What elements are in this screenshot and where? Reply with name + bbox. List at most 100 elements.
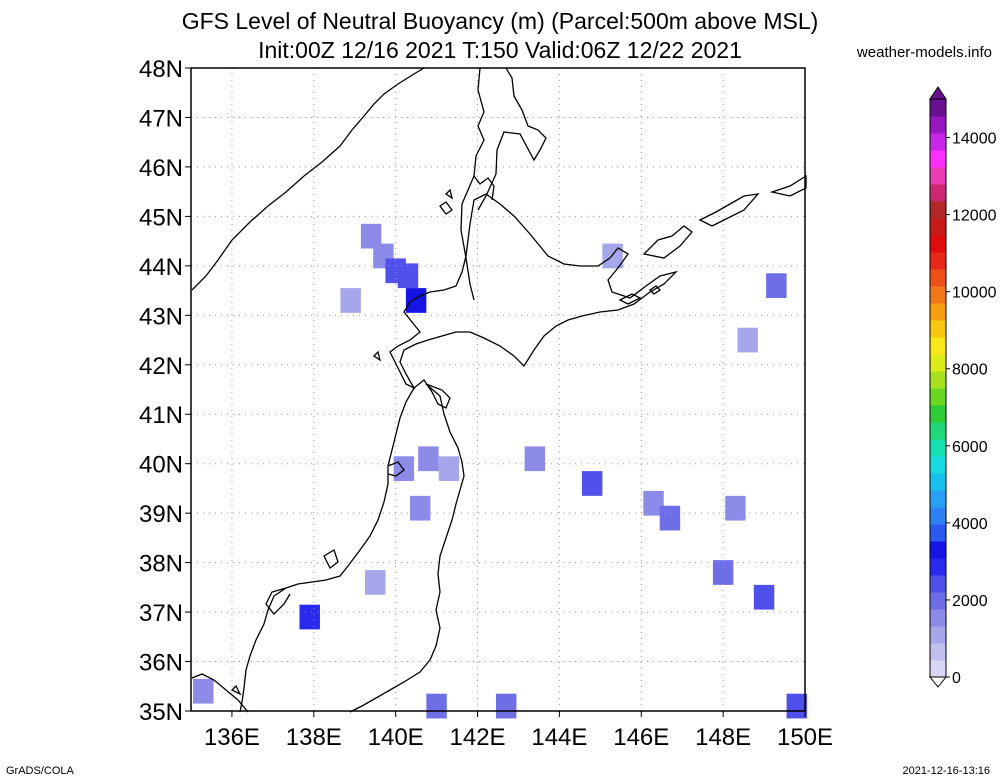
field-cell <box>753 584 775 610</box>
colorbar-segment <box>930 320 946 338</box>
map-frame <box>190 67 806 712</box>
field-cell <box>360 223 382 249</box>
field-cell <box>393 456 415 482</box>
grid-lines <box>191 68 805 711</box>
x-tick-label: 138E <box>286 724 342 751</box>
colorbar-segment <box>930 456 946 474</box>
colorbar-frame <box>929 98 947 678</box>
y-tick-label: 37N <box>139 600 183 627</box>
colorbar-tick-label: 10000 <box>952 285 997 302</box>
colorbar-segment <box>930 575 946 593</box>
colorbar-segment <box>930 184 946 202</box>
coastline-rishiri <box>439 188 454 215</box>
field-cell <box>766 273 787 298</box>
x-tick-label: 146E <box>613 724 669 751</box>
field-cell <box>409 495 431 521</box>
colorbar-segment <box>930 388 946 406</box>
colorbar-segment <box>930 524 946 542</box>
colorbar-segment <box>930 99 946 117</box>
coastline-kurils <box>642 174 807 259</box>
y-tick-label: 46N <box>139 155 183 182</box>
coastline-mainland <box>191 67 425 291</box>
y-tick-label: 39N <box>139 501 183 528</box>
colorbar-segment <box>930 660 946 678</box>
colorbar-segment <box>930 609 946 627</box>
field-cell <box>581 471 603 496</box>
y-tick-label: 43N <box>139 303 183 330</box>
coastline-sado <box>323 549 339 569</box>
y-tick-label: 40N <box>139 452 183 479</box>
y-tick-label: 42N <box>139 353 183 380</box>
footer-timestamp: 2021-12-16-13:16 <box>902 765 990 777</box>
colorbar-segment <box>930 218 946 236</box>
coastline-sakhalin-south <box>473 175 495 201</box>
coastline-honshu-east <box>349 383 465 713</box>
colorbar-segment <box>930 626 946 644</box>
colorbar-tick-label: 12000 <box>952 208 997 225</box>
field-cell <box>364 570 386 595</box>
x-tick-label: 142E <box>450 724 506 751</box>
field-cell <box>786 693 808 719</box>
field-cell <box>659 505 681 531</box>
colorbar-segment <box>930 235 946 253</box>
colorbar-segment <box>930 541 946 559</box>
field-cell <box>340 288 361 313</box>
y-tick-label: 48N <box>139 56 183 83</box>
field-cell <box>643 490 664 516</box>
field-cell <box>193 678 214 704</box>
colorbar-tick-label: 14000 <box>952 131 997 148</box>
colorbar-tick-label: 2000 <box>952 593 988 610</box>
field-cell <box>438 456 460 482</box>
field-cell <box>405 288 427 313</box>
axes: 136E 138E 140E 142E 144E 146E 148E 150E 35N 36N 37… <box>139 56 833 751</box>
colorbar-segment <box>930 473 946 491</box>
field-cell <box>418 446 439 472</box>
colorbar: 0 2000 4000 6000 8000 10000 12000 14000 <box>928 86 997 688</box>
colorbar-segment <box>930 286 946 304</box>
field-cell <box>602 243 623 269</box>
colorbar-tick-label: 4000 <box>952 516 988 533</box>
field-cell <box>495 693 517 719</box>
coastline-noto <box>265 587 291 615</box>
colorbar-segment <box>930 490 946 508</box>
colorbar-segment <box>930 558 946 576</box>
colorbar-segment <box>930 150 946 168</box>
y-tick-label: 38N <box>139 551 183 578</box>
x-tick-label: 136E <box>204 724 260 751</box>
x-tick-label: 148E <box>695 724 751 751</box>
colorbar-segment <box>930 592 946 610</box>
colorbar-segment <box>930 354 946 372</box>
colorbar-segment <box>930 643 946 661</box>
colorbar-segment <box>930 252 946 270</box>
coastline-oshima <box>230 684 242 696</box>
x-tick-label: 144E <box>531 724 587 751</box>
field-cell <box>299 604 320 630</box>
chart-subtitle: Init:00Z 12/16 2021 T:150 Valid:06Z 12/2… <box>258 37 742 63</box>
colorbar-segment <box>930 303 946 321</box>
colorbar-segment <box>930 405 946 423</box>
x-tick-label: 140E <box>368 724 424 751</box>
colorbar-segment <box>930 201 946 219</box>
y-tick-label: 35N <box>139 699 183 726</box>
coastline-hokkaido <box>389 193 679 390</box>
footer-software: GrADS/COLA <box>6 765 74 777</box>
coastline-oga <box>387 461 405 477</box>
y-tick-label: 47N <box>139 105 183 132</box>
colorbar-segment <box>930 439 946 457</box>
colorbar-tick-label: 8000 <box>952 362 988 379</box>
coastline-mutsu <box>413 379 451 409</box>
field-cell <box>725 495 746 521</box>
colorbar-segment <box>930 167 946 185</box>
coastline-sakhalin-east <box>477 67 547 211</box>
colorbar-max-arrow <box>929 86 947 100</box>
field-cell <box>737 327 758 353</box>
field-cell <box>524 446 546 472</box>
chart-title: GFS Level of Neutral Buoyancy (m) (Parce… <box>181 8 819 34</box>
field-cell <box>397 263 419 289</box>
coastline-okushiri <box>372 350 382 362</box>
y-tick-label: 41N <box>139 402 183 429</box>
colorbar-segment <box>930 371 946 389</box>
colorbar-segment <box>930 269 946 287</box>
